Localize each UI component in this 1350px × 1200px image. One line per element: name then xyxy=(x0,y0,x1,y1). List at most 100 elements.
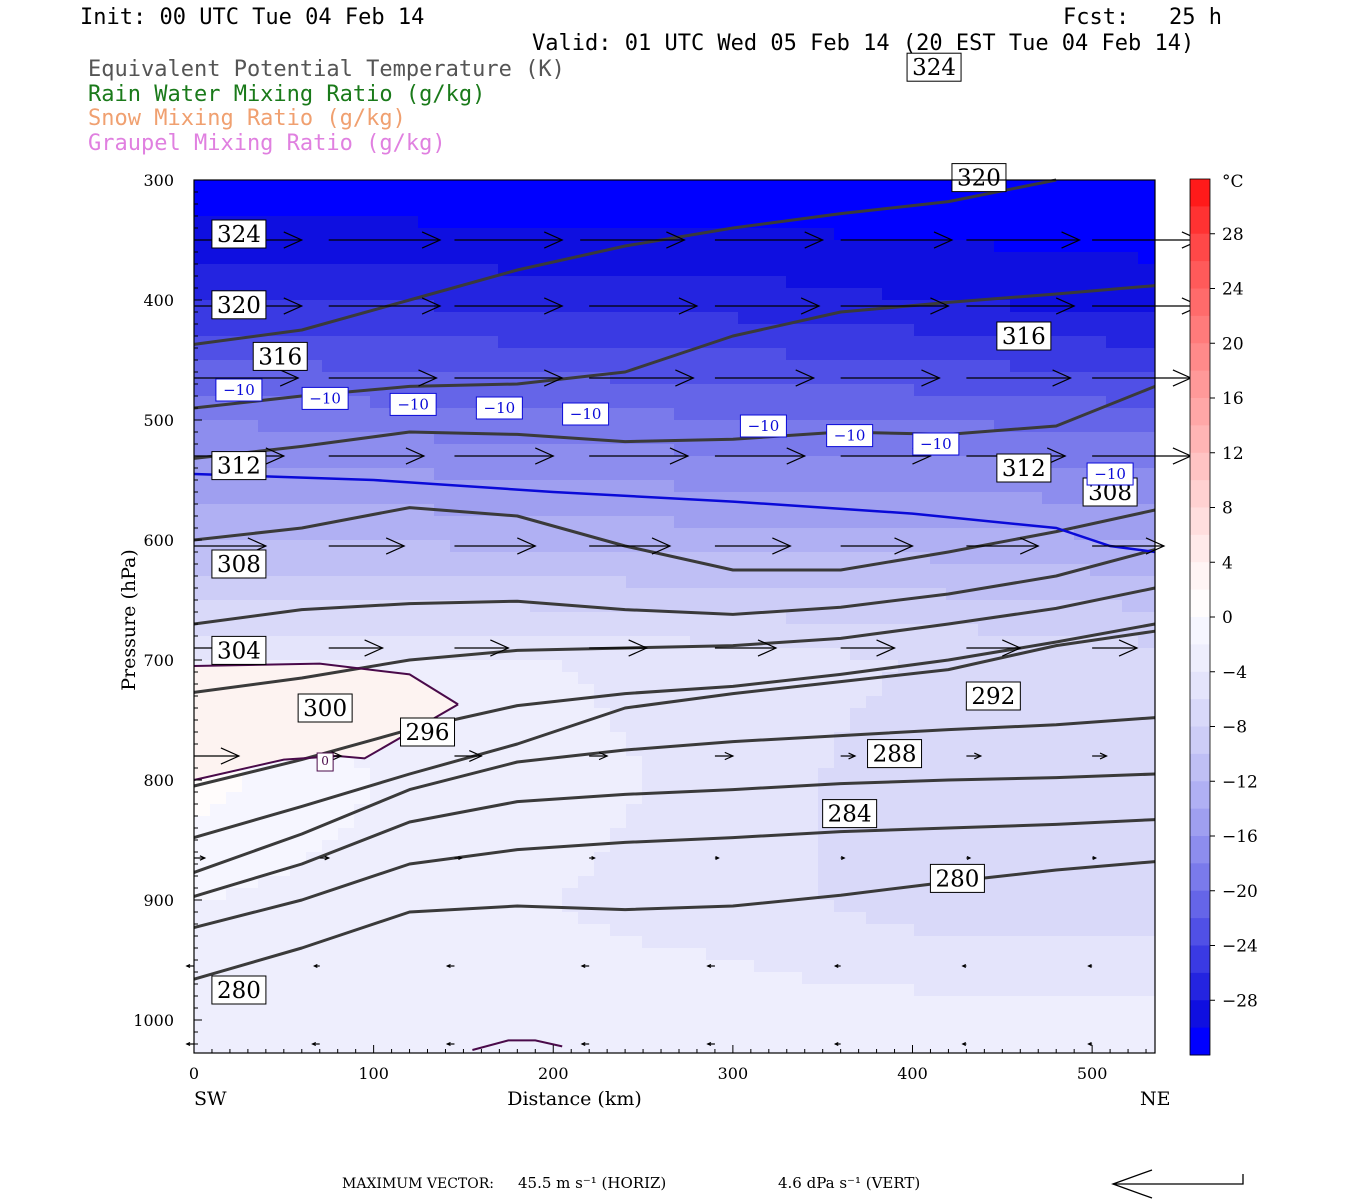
temperature-cell xyxy=(546,276,563,289)
temperature-cell xyxy=(690,948,707,961)
temperature-cell xyxy=(402,948,419,961)
temperature-cell xyxy=(978,468,995,481)
temperature-cell xyxy=(882,528,899,541)
temperature-cell xyxy=(226,252,243,265)
temperature-cell xyxy=(850,624,867,637)
temperature-cell xyxy=(290,420,307,433)
temperature-cell xyxy=(1026,384,1043,397)
temperature-cell xyxy=(274,504,291,517)
temperature-cell xyxy=(290,540,307,553)
temperature-cell xyxy=(562,660,579,673)
wind-arrowhead xyxy=(418,369,438,387)
temperature-cell xyxy=(386,756,403,769)
temperature-cell xyxy=(994,240,1011,253)
temperature-cell xyxy=(930,1008,947,1021)
temperature-cell xyxy=(594,468,611,481)
temperature-cell xyxy=(722,588,739,601)
temperature-cell xyxy=(338,480,355,493)
colorbar-swatch xyxy=(1190,781,1210,810)
temperature-cell xyxy=(594,276,611,289)
temperature-cell xyxy=(1106,888,1123,901)
wind-arrowhead xyxy=(675,369,695,387)
temperature-cell xyxy=(930,816,947,829)
temperature-cell xyxy=(978,636,995,649)
temperature-cell xyxy=(370,276,387,289)
temperature-cell xyxy=(530,972,547,985)
temperature-cell xyxy=(290,780,307,793)
isotherm-minus10-label-box xyxy=(739,414,787,438)
temperature-cell xyxy=(930,312,947,325)
temperature-cell xyxy=(274,1044,291,1054)
temperature-cell xyxy=(818,948,835,961)
temperature-cell xyxy=(1026,1032,1043,1045)
temperature-cell xyxy=(706,744,723,757)
colorbar-swatch xyxy=(1190,726,1210,755)
temperature-cell xyxy=(722,516,739,529)
temperature-cell xyxy=(930,948,947,961)
temperature-cell xyxy=(722,660,739,673)
temperature-cell xyxy=(994,312,1011,325)
temperature-cell xyxy=(866,768,883,781)
temperature-cell xyxy=(818,1020,835,1033)
temperature-cell xyxy=(562,1020,579,1033)
temperature-cell xyxy=(642,816,659,829)
isotherm-minus10-label: −10 xyxy=(920,435,952,453)
temperature-cell xyxy=(274,996,291,1009)
temperature-cell xyxy=(882,852,899,865)
temperature-cell xyxy=(1122,972,1139,985)
temperature-cell xyxy=(370,924,387,937)
temperature-cell xyxy=(1042,756,1059,769)
temperature-cell xyxy=(514,744,531,757)
temperature-cell xyxy=(418,564,435,577)
temperature-cell xyxy=(418,252,435,265)
isotherm-minus10-label: −10 xyxy=(397,395,429,413)
temperature-cell xyxy=(386,948,403,961)
temperature-cell xyxy=(402,1020,419,1033)
temperature-cell xyxy=(546,264,563,277)
temperature-cell xyxy=(786,420,803,433)
temperature-cell xyxy=(1042,660,1059,673)
temperature-cell xyxy=(834,252,851,265)
temperature-cell xyxy=(322,228,339,241)
temperature-cell xyxy=(1042,312,1059,325)
temperature-cell xyxy=(546,996,563,1009)
colorbar-swatch xyxy=(1190,945,1210,974)
temperature-cell xyxy=(802,396,819,409)
temperature-cell xyxy=(370,984,387,997)
temperature-cell xyxy=(674,936,691,949)
temperature-cell xyxy=(674,840,691,853)
temperature-cell xyxy=(1010,792,1027,805)
temperature-cell xyxy=(802,468,819,481)
temperature-cell xyxy=(1042,588,1059,601)
temperature-cell xyxy=(674,396,691,409)
temperature-cell xyxy=(994,492,1011,505)
temperature-cell xyxy=(1106,324,1123,337)
temperature-cell xyxy=(594,876,611,889)
temperature-cell xyxy=(802,252,819,265)
temperature-cell xyxy=(386,972,403,985)
temperature-cell xyxy=(1042,552,1059,565)
temperature-cell xyxy=(226,624,243,637)
temperature-cell xyxy=(946,780,963,793)
temperature-cell xyxy=(722,912,739,925)
temperature-cell xyxy=(946,360,963,373)
temperature-cell xyxy=(562,240,579,253)
temperature-cell xyxy=(834,396,851,409)
temperature-cell xyxy=(818,720,835,733)
temperature-cell xyxy=(418,984,435,997)
wind-arrowhead xyxy=(804,231,825,249)
temperature-cell xyxy=(626,252,643,265)
temperature-cell xyxy=(418,204,435,217)
temperature-cell xyxy=(722,816,739,829)
temperature-cell xyxy=(850,288,867,301)
colorbar-tick-label: −24 xyxy=(1222,937,1258,957)
temperature-cell xyxy=(354,528,371,541)
temperature-cell xyxy=(850,192,867,205)
temperature-cell xyxy=(530,1020,547,1033)
temperature-cell xyxy=(754,744,771,757)
temperature-cell xyxy=(482,252,499,265)
temperature-cell xyxy=(530,360,547,373)
temperature-cell xyxy=(546,612,563,625)
temperature-cell xyxy=(642,588,659,601)
temperature-cell xyxy=(674,192,691,205)
